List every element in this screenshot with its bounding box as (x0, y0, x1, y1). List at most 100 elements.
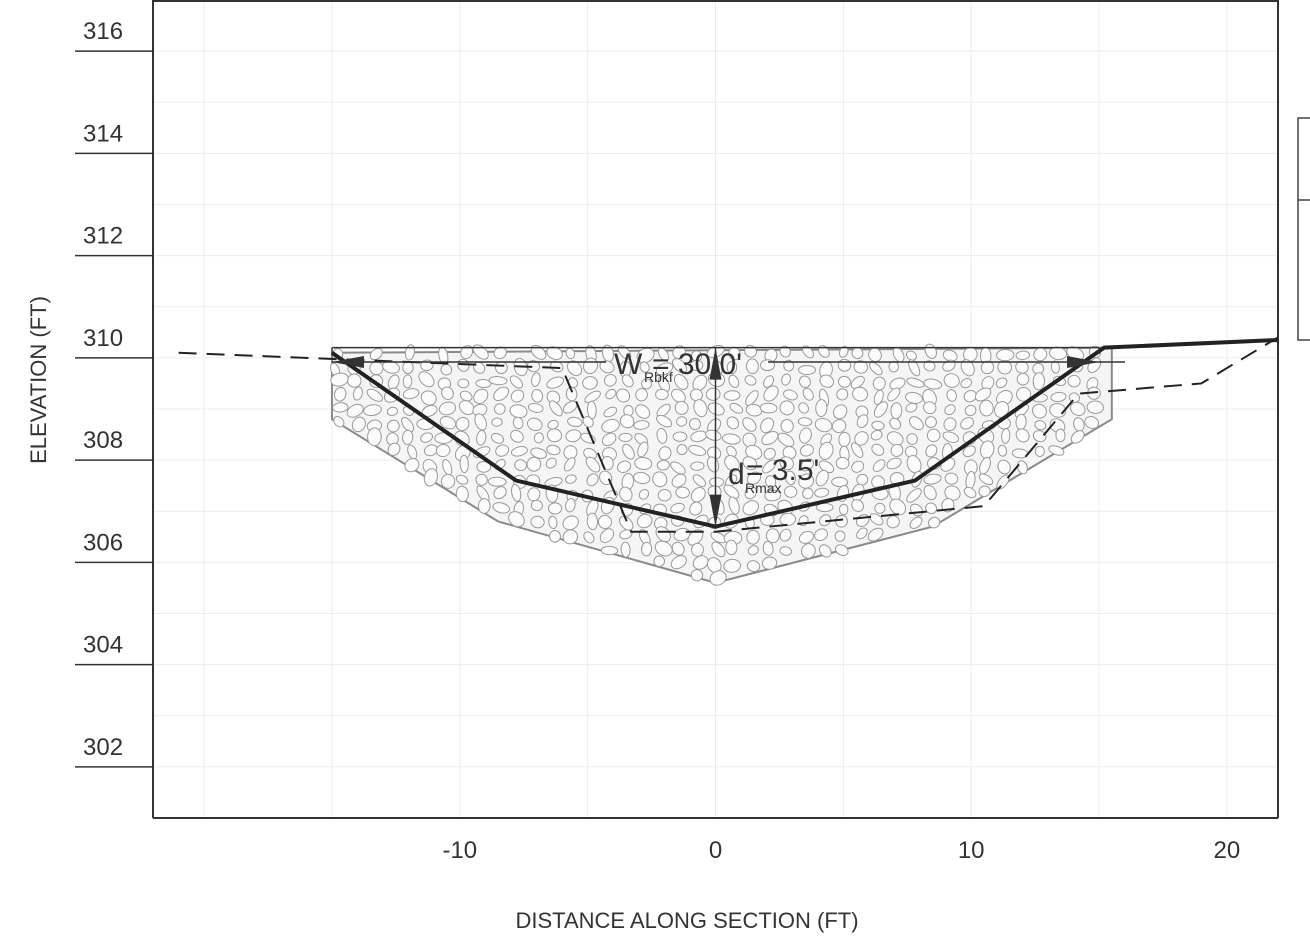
rock-stone (871, 443, 885, 456)
rock-stone (1070, 401, 1086, 417)
rock-stone (997, 459, 1011, 475)
rock-stone (746, 560, 761, 573)
rock-stone (851, 460, 865, 473)
rock-stone (942, 431, 960, 443)
rock-stone (475, 378, 492, 389)
rock-stone (728, 496, 740, 515)
rock-stone (346, 403, 364, 418)
rock-stone (853, 360, 869, 374)
rock-stone (420, 432, 433, 443)
rock-stone (872, 376, 886, 391)
rock-stone (366, 388, 384, 402)
width-label: W (614, 348, 643, 381)
rock-stone (386, 406, 399, 417)
rock-stone (334, 386, 347, 402)
rock-stone (693, 399, 708, 418)
rock-stone (617, 345, 632, 360)
rock-stone (944, 472, 959, 485)
rock-stone (724, 455, 740, 472)
rock-stone (762, 459, 777, 474)
rock-stone (656, 414, 673, 428)
rock-stone (676, 444, 688, 456)
rock-stone (688, 418, 702, 431)
depth-arrow-top (709, 347, 722, 380)
y-axis-title: ELEVATION (FT) (26, 296, 51, 464)
rock-stone (423, 468, 438, 487)
rock-stone (745, 390, 759, 406)
rock-stone (635, 388, 648, 402)
depth-arrow-bottom (709, 494, 722, 527)
rock-stone (923, 378, 943, 390)
rock-stone (690, 569, 704, 582)
x-tick-label: 10 (958, 837, 985, 864)
rock-stone (1015, 350, 1031, 361)
rock-stone (802, 487, 814, 500)
rock-stone (530, 515, 545, 529)
width-arrow-right (1067, 356, 1100, 368)
x-tick-label: 20 (1214, 837, 1241, 864)
rock-stone (831, 476, 849, 488)
rock-stone (798, 427, 812, 444)
rock-stone (565, 498, 576, 513)
rock-stone (477, 498, 491, 514)
rock-stone (401, 416, 415, 433)
rock-stone (888, 361, 899, 373)
rock-stone (997, 360, 1012, 375)
proposed-channel-line (330, 337, 1278, 529)
rock-stone (723, 558, 742, 573)
rock-stone (783, 359, 795, 372)
y-tick-label: 316 (83, 18, 123, 45)
rock-stone (798, 530, 814, 544)
rock-stone (1084, 416, 1100, 430)
rock-stone (908, 359, 921, 377)
rock-stone (836, 388, 849, 401)
rock-stone (527, 487, 541, 502)
rock-stone (960, 359, 975, 377)
rock-stone (438, 401, 457, 416)
rock-stone (779, 528, 792, 542)
rock-stone (656, 427, 668, 444)
rock-stone (781, 373, 791, 386)
rock-stone (619, 486, 633, 502)
rock-stone (779, 546, 793, 556)
rock-stone (872, 459, 886, 472)
rock-stone (886, 457, 902, 470)
rock-stone (721, 433, 741, 445)
rock-stone (943, 417, 957, 432)
rock-stone (779, 400, 795, 416)
rock-stone (435, 443, 451, 458)
rock-stone (1050, 391, 1067, 403)
rock-stone (928, 516, 941, 529)
rock-stone (586, 512, 599, 531)
rock-stone (923, 484, 937, 501)
rock-stone (509, 375, 523, 389)
rock-stone (634, 456, 653, 470)
rock-stone (923, 401, 937, 415)
rock-stone (799, 444, 814, 457)
rock-stone (671, 388, 686, 404)
rock-stone (655, 362, 674, 376)
rock-stone (834, 530, 846, 542)
rock-stone (798, 364, 816, 375)
x-tick-label: -10 (442, 837, 477, 864)
rock-stone (691, 542, 704, 557)
rock-stone (925, 416, 937, 429)
rock-stone (402, 374, 413, 389)
rock-stone (869, 513, 884, 526)
rock-stone (549, 400, 563, 417)
rock-stone (925, 502, 938, 515)
rock-stone (851, 499, 865, 512)
rock-stone (889, 498, 907, 516)
rock-stone (533, 432, 544, 444)
rock-stone (1067, 374, 1081, 388)
rock-stone (474, 413, 487, 431)
rock-stone (890, 443, 904, 457)
rock-stone (783, 389, 798, 401)
rock-stone (943, 373, 960, 388)
y-tick-label: 302 (83, 734, 123, 761)
rock-stone (802, 387, 814, 401)
rock-stone (585, 456, 601, 473)
rock-stone (495, 444, 510, 457)
y-tick-label: 310 (83, 325, 123, 352)
